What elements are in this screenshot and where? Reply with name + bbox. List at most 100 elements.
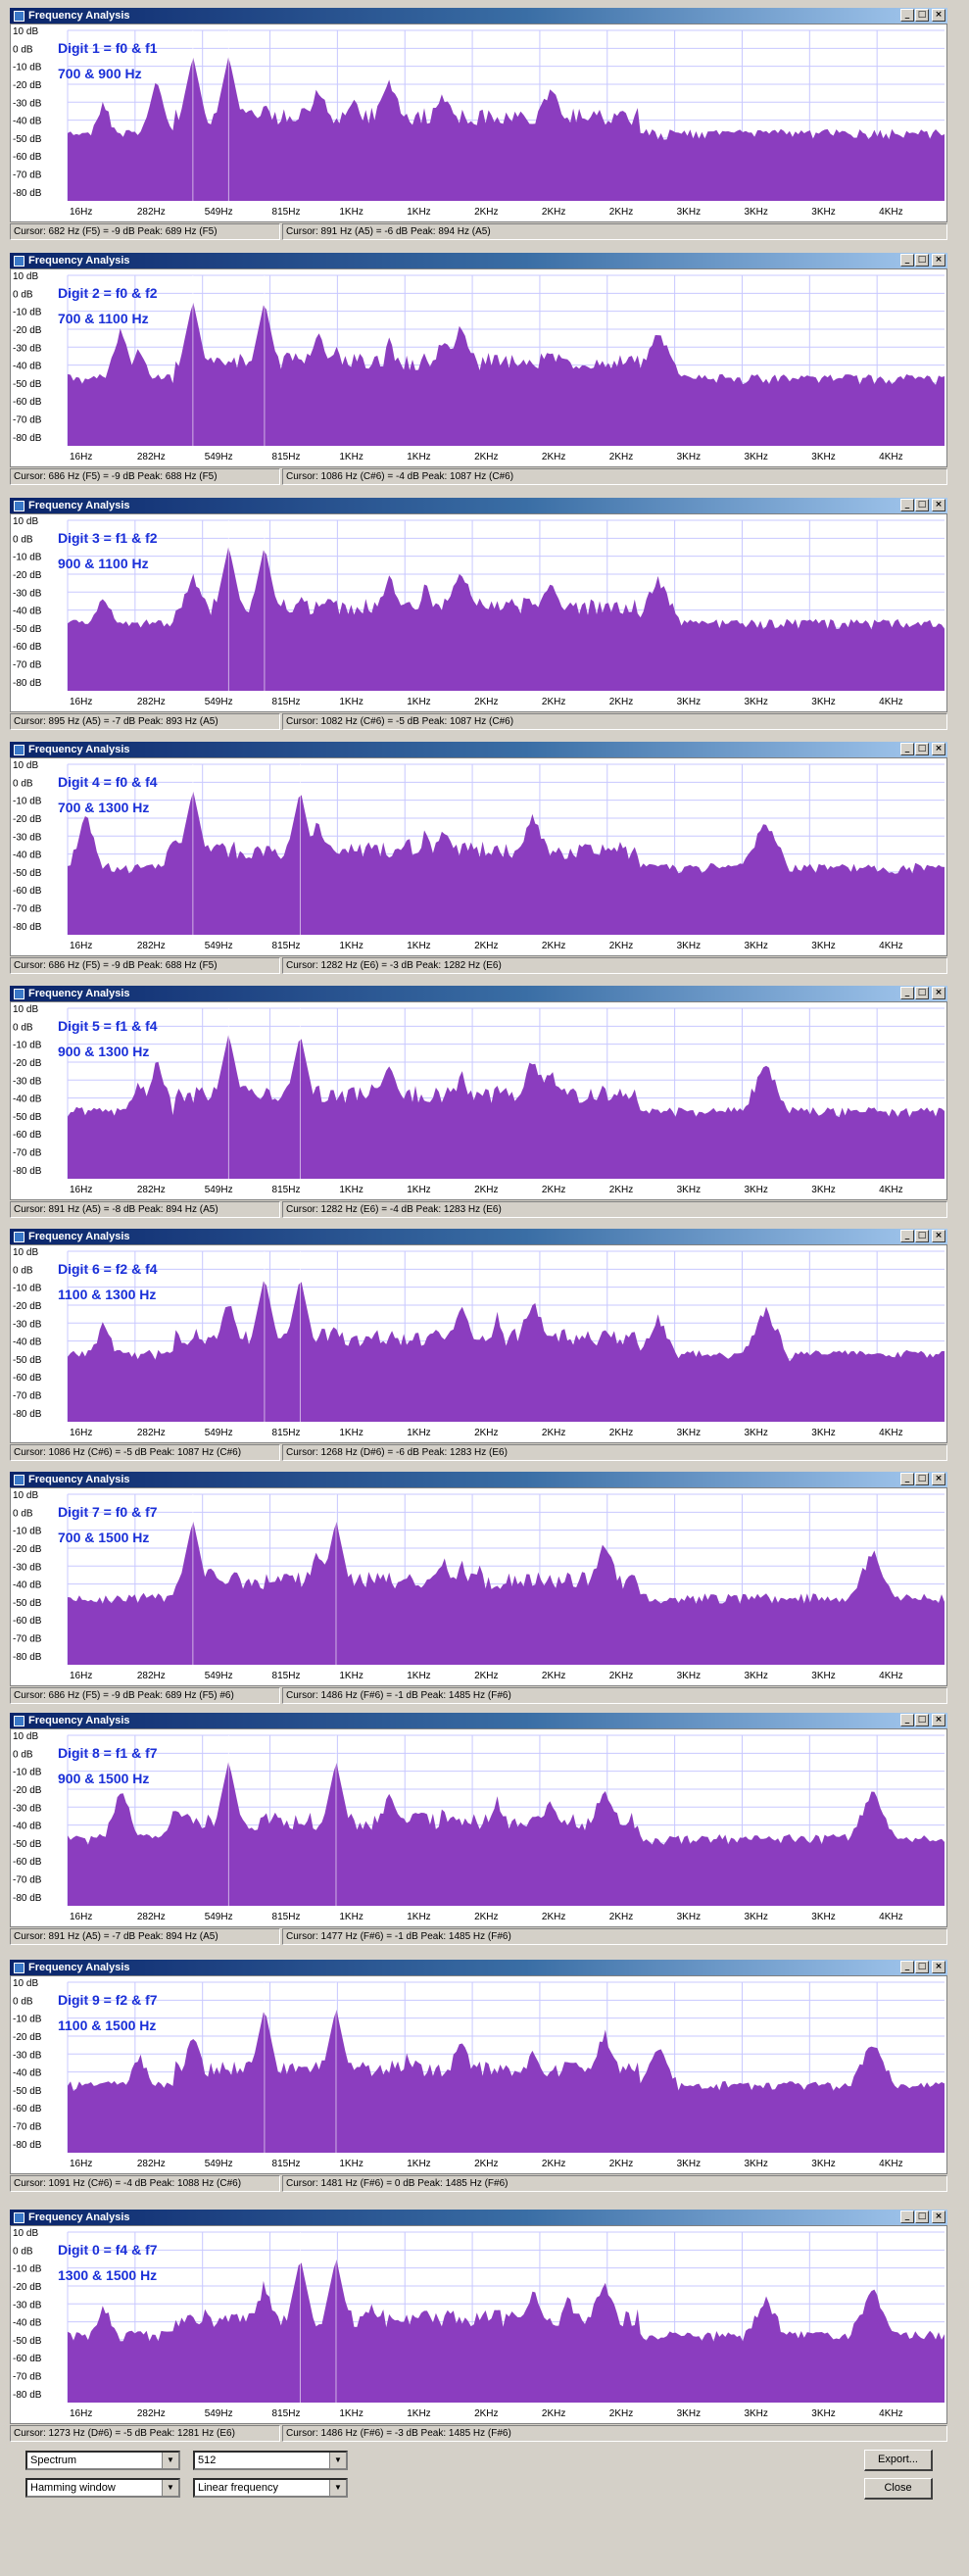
minimize-icon[interactable]: _ [900, 2211, 914, 2223]
maximize-icon[interactable]: □ [915, 1714, 929, 1726]
spectrum-plot[interactable]: 10 dB 0 dB -10 dB -20 dB -30 dB -40 dB -50 dB -… [10, 2225, 947, 2424]
close-icon[interactable]: × [932, 1473, 945, 1485]
y-tick-label: -70 dB [13, 1634, 42, 1645]
x-tick-label: 3KHz [744, 697, 767, 707]
minimize-icon[interactable]: _ [900, 743, 914, 755]
app-icon [14, 744, 24, 755]
y-tick-label: -80 dB [13, 1893, 42, 1904]
x-tick-label: 549Hz [205, 2408, 233, 2419]
close-icon[interactable]: × [932, 1714, 945, 1726]
x-tick-label: 282Hz [137, 207, 166, 218]
y-tick-label: -30 dB [13, 1319, 42, 1330]
spectrum-area [68, 2260, 945, 2403]
maximize-icon[interactable]: □ [915, 1230, 929, 1242]
spectrum-plot[interactable]: 10 dB 0 dB -10 dB -20 dB -30 dB -40 dB -50 dB -… [10, 1001, 947, 1200]
export-button[interactable]: Export... [864, 2450, 933, 2471]
maximize-icon[interactable]: □ [915, 254, 929, 267]
x-tick-label: 549Hz [205, 941, 233, 951]
x-tick-label: 815Hz [272, 2408, 301, 2419]
spectrum-plot[interactable]: 10 dB 0 dB -10 dB -20 dB -30 dB -40 dB -50 dB -… [10, 1975, 947, 2174]
cursor-readout-1: Cursor: 891 Hz (A5) = -7 dB Peak: 894 Hz… [10, 1928, 280, 1945]
spectrum-area [68, 791, 945, 935]
close-icon[interactable]: × [932, 254, 945, 267]
maximize-icon[interactable]: □ [915, 987, 929, 999]
tone-frequencies-label: 1300 & 1500 Hz [58, 2267, 158, 2283]
minimize-icon[interactable]: _ [900, 1714, 914, 1726]
y-tick-label: -60 dB [13, 397, 42, 408]
maximize-icon[interactable]: □ [915, 1473, 929, 1485]
maximize-icon[interactable]: □ [915, 1961, 929, 1973]
window-titlebar[interactable]: Frequency Analysis _ □ × [10, 742, 947, 757]
window-titlebar[interactable]: Frequency Analysis _ □ × [10, 2210, 947, 2225]
status-bar: Cursor: 891 Hz (A5) = -7 dB Peak: 894 Hz… [10, 1927, 947, 1947]
y-tick-label: -70 dB [13, 1391, 42, 1402]
minimize-icon[interactable]: _ [900, 1961, 914, 1973]
x-tick-label: 4KHz [879, 697, 902, 707]
algorithm-select[interactable]: Spectrum ▼ [25, 2451, 180, 2470]
close-icon[interactable]: × [932, 987, 945, 999]
close-icon[interactable]: × [932, 1230, 945, 1242]
window-titlebar[interactable]: Frequency Analysis _ □ × [10, 8, 947, 24]
spectrum-plot[interactable]: 10 dB 0 dB -10 dB -20 dB -30 dB -40 dB -50 dB -… [10, 268, 947, 467]
maximize-icon[interactable]: □ [915, 499, 929, 511]
y-tick-label: -30 dB [13, 1562, 42, 1573]
x-tick-label: 1KHz [407, 452, 430, 462]
y-tick-label: -50 dB [13, 2086, 42, 2097]
y-tick-label: -80 dB [13, 2390, 42, 2401]
spectrum-plot[interactable]: 10 dB 0 dB -10 dB -20 dB -30 dB -40 dB -50 dB -… [10, 1728, 947, 1927]
x-tick-label: 549Hz [205, 452, 233, 462]
close-icon[interactable]: × [932, 9, 945, 22]
x-tick-label: 3KHz [811, 2408, 835, 2419]
close-icon[interactable]: × [932, 2211, 945, 2223]
y-tick-label: 10 dB [13, 2228, 38, 2239]
minimize-icon[interactable]: _ [900, 9, 914, 22]
y-tick-label: -40 dB [13, 851, 42, 861]
minimize-icon[interactable]: _ [900, 499, 914, 511]
window-titlebar[interactable]: Frequency Analysis _ □ × [10, 986, 947, 1001]
x-tick-label: 2KHz [542, 697, 565, 707]
spectrum-plot[interactable]: 10 dB 0 dB -10 dB -20 dB -30 dB -40 dB -50 dB -… [10, 513, 947, 712]
spectrum-plot[interactable]: 10 dB 0 dB -10 dB -20 dB -30 dB -40 dB -50 dB -… [10, 1244, 947, 1443]
window-titlebar[interactable]: Frequency Analysis _ □ × [10, 1713, 947, 1728]
y-tick-label: -60 dB [13, 1130, 42, 1141]
minimize-icon[interactable]: _ [900, 254, 914, 267]
x-tick-label: 4KHz [879, 1671, 902, 1681]
minimize-icon[interactable]: _ [900, 987, 914, 999]
x-tick-label: 3KHz [744, 2408, 767, 2419]
maximize-icon[interactable]: □ [915, 9, 929, 22]
x-tick-label: 4KHz [879, 452, 902, 462]
window-titlebar[interactable]: Frequency Analysis _ □ × [10, 1472, 947, 1487]
window-titlebar[interactable]: Frequency Analysis _ □ × [10, 1960, 947, 1975]
chevron-down-icon: ▼ [162, 2480, 178, 2496]
digit-label: Digit 1 = f0 & f1 [58, 40, 158, 56]
x-tick-label: 2KHz [542, 1912, 565, 1922]
maximize-icon[interactable]: □ [915, 743, 929, 755]
spectrum-plot[interactable]: 10 dB 0 dB -10 dB -20 dB -30 dB -40 dB -50 dB -… [10, 757, 947, 956]
window-titlebar[interactable]: Frequency Analysis _ □ × [10, 253, 947, 268]
x-tick-label: 4KHz [879, 941, 902, 951]
axis-select[interactable]: Linear frequency ▼ [193, 2478, 348, 2498]
size-select[interactable]: 512 ▼ [193, 2451, 348, 2470]
window-titlebar[interactable]: Frequency Analysis _ □ × [10, 498, 947, 513]
x-tick-label: 549Hz [205, 2159, 233, 2169]
y-tick-label: -30 dB [13, 98, 42, 109]
x-tick-label: 549Hz [205, 1428, 233, 1438]
window-select[interactable]: Hamming window ▼ [25, 2478, 180, 2498]
x-tick-label: 815Hz [272, 207, 301, 218]
x-tick-label: 2KHz [542, 1185, 565, 1195]
maximize-icon[interactable]: □ [915, 2211, 929, 2223]
close-icon[interactable]: × [932, 1961, 945, 1973]
spectrum-plot[interactable]: 10 dB 0 dB -10 dB -20 dB -30 dB -40 dB -50 dB -… [10, 24, 947, 222]
x-tick-label: 2KHz [542, 1428, 565, 1438]
close-icon[interactable]: × [932, 499, 945, 511]
close-icon[interactable]: × [932, 743, 945, 755]
spectrum-plot[interactable]: 10 dB 0 dB -10 dB -20 dB -30 dB -40 dB -50 dB -… [10, 1487, 947, 1686]
x-tick-label: 2KHz [542, 941, 565, 951]
cursor-readout-1: Cursor: 1086 Hz (C#6) = -5 dB Peak: 1087… [10, 1444, 280, 1461]
x-tick-label: 1KHz [407, 697, 430, 707]
close-button[interactable]: Close [864, 2478, 933, 2500]
window-titlebar[interactable]: Frequency Analysis _ □ × [10, 1229, 947, 1244]
minimize-icon[interactable]: _ [900, 1230, 914, 1242]
x-tick-label: 16Hz [70, 697, 92, 707]
minimize-icon[interactable]: _ [900, 1473, 914, 1485]
